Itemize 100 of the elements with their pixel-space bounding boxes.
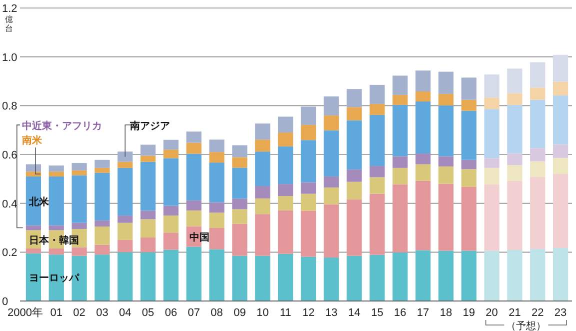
bar [392, 156, 408, 168]
bar [507, 180, 522, 250]
bar [346, 120, 362, 170]
bar [415, 102, 431, 154]
bar [209, 152, 224, 163]
bar [392, 94, 408, 105]
bar [140, 238, 156, 252]
bar [438, 166, 454, 184]
bar [278, 196, 294, 210]
bar [186, 210, 202, 226]
bar [484, 168, 500, 185]
bar [392, 168, 408, 184]
bar [140, 156, 156, 162]
bar [140, 162, 156, 211]
x-tick-label: 12 [302, 307, 315, 319]
bar [438, 184, 454, 251]
bar [118, 162, 133, 168]
bar [232, 157, 248, 168]
x-tick-label: 14 [348, 307, 360, 319]
bar [324, 96, 339, 116]
bar [324, 204, 339, 258]
bar [324, 176, 339, 188]
bar [255, 186, 270, 198]
bar [461, 169, 476, 187]
bar [232, 224, 248, 256]
bar [278, 254, 294, 301]
bar [438, 156, 454, 166]
bar [72, 170, 87, 176]
bar [370, 194, 385, 255]
x-tick-label: 15 [371, 307, 384, 319]
bar [552, 174, 568, 248]
bar [278, 146, 294, 184]
bar [438, 105, 454, 156]
bar [392, 76, 408, 95]
bar [232, 209, 248, 224]
bar [209, 228, 224, 250]
bar [232, 168, 248, 199]
bar [370, 254, 385, 301]
x-tick-label: 02 [73, 307, 86, 319]
x-tick-label: 17 [416, 307, 430, 319]
bar [461, 78, 476, 100]
bar [163, 216, 179, 233]
x-tick-label: 20 [486, 307, 498, 319]
x-tick-label: 23 [554, 307, 567, 319]
bar [48, 225, 64, 230]
text: 南米 [20, 134, 43, 147]
bar [484, 184, 500, 251]
y-axis-title: 億台 [5, 15, 13, 33]
bar [461, 250, 476, 301]
bar [552, 95, 568, 144]
bar [118, 168, 133, 216]
bar [530, 176, 546, 249]
bar [48, 248, 64, 255]
bar [186, 154, 202, 200]
bar [26, 172, 42, 176]
bar [346, 107, 362, 120]
bar [94, 172, 110, 220]
bar [209, 202, 224, 213]
bar [118, 216, 133, 223]
x-tick-label: 01 [50, 307, 62, 319]
bar [324, 115, 339, 130]
bar [507, 93, 522, 105]
x-tick-label: 09 [234, 307, 246, 319]
bar [72, 247, 87, 256]
bar [255, 152, 270, 186]
bar [26, 253, 42, 301]
bar [255, 214, 270, 256]
bar [94, 160, 110, 168]
x-tick-label: 18 [440, 307, 452, 319]
bar [370, 166, 385, 178]
bar [346, 256, 362, 301]
bar [94, 220, 110, 227]
bar [163, 140, 179, 150]
bar [370, 177, 385, 194]
bar [118, 152, 133, 162]
bar [370, 84, 385, 104]
bar [507, 68, 522, 94]
bar [186, 142, 202, 154]
bar [392, 184, 408, 252]
bar [484, 158, 500, 168]
bar [438, 250, 454, 301]
bar [118, 240, 133, 252]
bar [300, 140, 316, 182]
bar [72, 175, 87, 223]
bar [346, 199, 362, 256]
bar [415, 92, 431, 102]
x-tick-label: 22 [532, 307, 544, 319]
bar [438, 72, 454, 94]
bar [278, 184, 294, 196]
bar [209, 249, 224, 301]
bar [415, 70, 431, 92]
bar [484, 74, 500, 98]
bar [507, 153, 522, 165]
bar [552, 248, 568, 301]
bar [232, 198, 248, 210]
bar [255, 256, 270, 301]
bar [300, 256, 316, 301]
bar [461, 110, 476, 160]
bar [552, 82, 568, 96]
bar [552, 158, 568, 174]
